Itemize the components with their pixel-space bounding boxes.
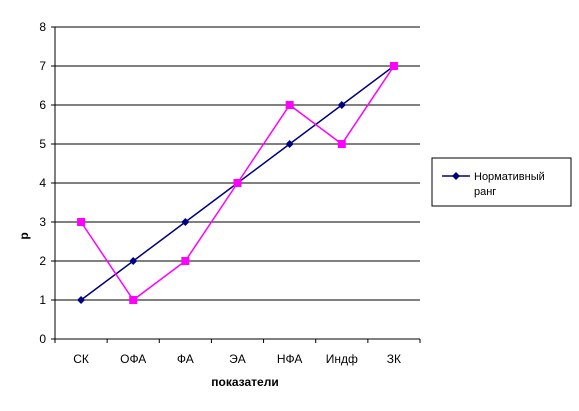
- x-tick-label: ФА: [177, 352, 194, 366]
- y-tick-label: 4: [39, 176, 46, 190]
- y-tick-label: 1: [39, 293, 46, 307]
- y-axis-title: р: [17, 232, 31, 239]
- gridlines: [55, 26, 420, 301]
- data-point: [337, 140, 346, 148]
- series: [77, 62, 398, 304]
- data-point: [285, 101, 294, 109]
- x-tick-labels: СК ОФА ФА ЭА НФА Индф ЗК: [73, 352, 401, 366]
- x-axis-title: показатели: [211, 375, 278, 389]
- legend-box: [431, 157, 572, 207]
- data-point: [337, 101, 346, 109]
- legend: Нормативный ранг: [431, 157, 572, 207]
- x-tick-label: ЭА: [229, 352, 246, 366]
- y-tick-label: 3: [39, 215, 46, 229]
- data-point: [129, 257, 138, 265]
- x-tick-label: НФА: [277, 352, 303, 366]
- legend-label-line2: ранг: [474, 186, 496, 198]
- axes: [51, 26, 421, 343]
- data-point: [77, 218, 86, 226]
- y-tick-label: 7: [39, 59, 46, 73]
- data-point: [389, 62, 398, 70]
- data-point: [77, 296, 86, 304]
- x-tick-label: ОФА: [120, 352, 146, 366]
- x-tick-label: ЗК: [387, 352, 401, 366]
- x-tick-label: Индф: [326, 352, 358, 366]
- x-tick-label: СК: [73, 352, 89, 366]
- y-tick-labels: 0 1 2 3 4 5 6 7 8: [39, 20, 46, 346]
- y-tick-label: 6: [39, 98, 46, 112]
- data-point: [233, 179, 242, 187]
- legend-label-line1: Нормативный: [474, 171, 545, 183]
- y-tick-label: 2: [39, 254, 46, 268]
- y-tick-label: 5: [39, 137, 46, 151]
- data-point: [129, 296, 138, 304]
- legend-diamond-marker: [452, 172, 460, 180]
- data-point: [285, 140, 294, 148]
- data-point: [181, 218, 190, 226]
- y-tick-label: 8: [39, 20, 46, 34]
- y-tick-label: 0: [39, 332, 46, 346]
- data-point: [181, 257, 190, 265]
